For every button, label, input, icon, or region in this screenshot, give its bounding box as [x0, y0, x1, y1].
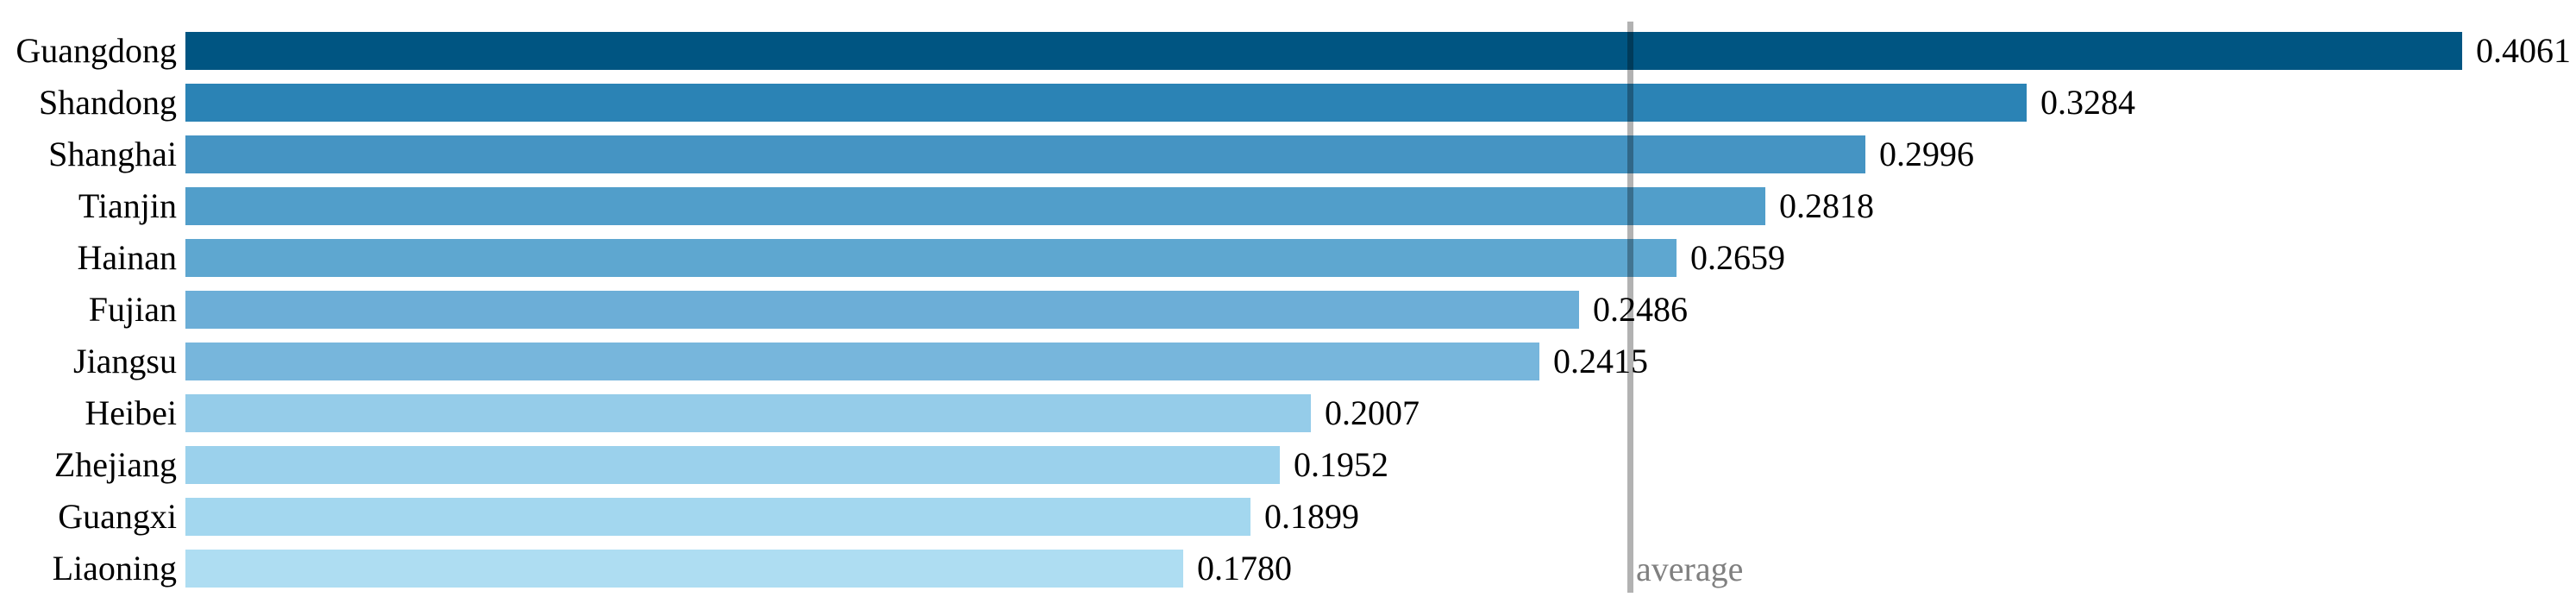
value-label: 0.2996: [1879, 135, 1974, 173]
average-label: average: [1636, 550, 1744, 588]
category-label: Liaoning: [52, 549, 177, 588]
value-label: 0.2818: [1779, 186, 1874, 225]
category-label: Shanghai: [48, 135, 177, 173]
bar-row: Hainan 0.2659: [0, 239, 2576, 277]
category-label: Shandong: [39, 83, 177, 122]
value-label: 0.1952: [1294, 445, 1388, 484]
bar: [185, 550, 1183, 588]
category-label: Hainan: [77, 238, 177, 277]
value-label: 0.4061: [2476, 31, 2571, 70]
bar-row: Guangxi 0.1899: [0, 498, 2576, 536]
category-label: Tianjin: [78, 186, 177, 225]
value-label: 0.2659: [1690, 238, 1785, 277]
bar: [185, 343, 1539, 380]
bar-row: Tianjin 0.2818: [0, 187, 2576, 225]
value-label: 0.2415: [1553, 342, 1648, 380]
bar: [185, 239, 1677, 277]
bar-row: Guangdong 0.4061: [0, 32, 2576, 70]
value-label: 0.1899: [1264, 497, 1359, 536]
bar-row: Jiangsu 0.2415: [0, 343, 2576, 380]
bar-row: Zhejiang 0.1952: [0, 446, 2576, 484]
category-label: Zhejiang: [53, 445, 177, 484]
bar: [185, 84, 2027, 122]
value-label: 0.3284: [2040, 83, 2135, 122]
bar: [185, 32, 2462, 70]
bar-row: Heibei 0.2007: [0, 394, 2576, 432]
bar: [185, 394, 1311, 432]
value-label: 0.2486: [1593, 290, 1688, 329]
bar-row: Liaoning 0.1780: [0, 550, 2576, 588]
bar-row: Fujian 0.2486: [0, 291, 2576, 329]
category-label: Heibei: [85, 393, 177, 432]
average-line: [1627, 22, 1633, 593]
category-label: Guangdong: [16, 31, 177, 70]
bar: [185, 291, 1579, 329]
bar-row: Shanghai 0.2996: [0, 135, 2576, 173]
category-label: Fujian: [88, 290, 177, 329]
bar: [185, 135, 1865, 173]
bar: [185, 498, 1250, 536]
value-label: 0.1780: [1197, 549, 1292, 588]
value-label: 0.2007: [1325, 393, 1420, 432]
bar-row: Shandong 0.3284: [0, 84, 2576, 122]
bar: [185, 187, 1765, 225]
category-label: Guangxi: [58, 497, 177, 536]
bar: [185, 446, 1280, 484]
category-label: Jiangsu: [73, 342, 177, 380]
